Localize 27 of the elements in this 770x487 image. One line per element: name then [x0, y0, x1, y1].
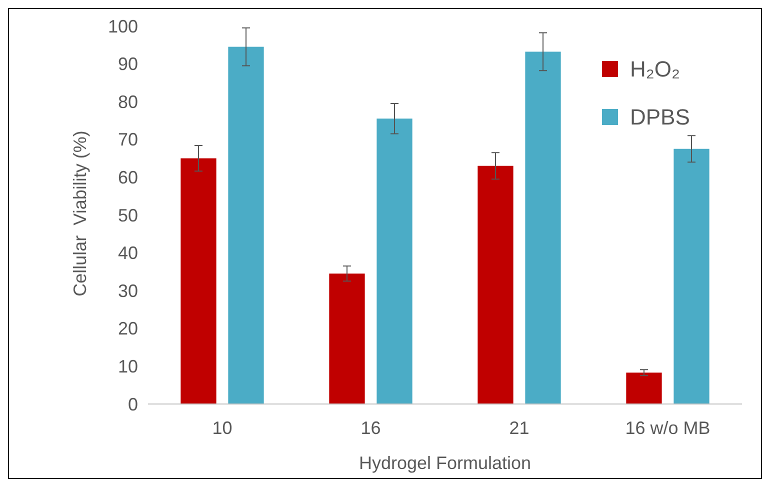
bar: [525, 52, 561, 404]
bar: [180, 158, 216, 404]
x-axis-title: Hydrogel Formulation: [358, 453, 532, 473]
bar: [329, 274, 365, 404]
x-tick-label: 16: [360, 418, 381, 438]
y-tick-label: 40: [118, 243, 138, 264]
bar: [376, 118, 412, 404]
y-tick-label: 60: [118, 168, 138, 188]
y-tick-label: 0: [128, 394, 138, 414]
y-tick-label: 70: [118, 130, 138, 150]
y-tick-label: 100: [108, 16, 138, 36]
bar: [674, 148, 710, 404]
legend-label: DPBS: [630, 104, 690, 130]
y-tick-label: 30: [118, 280, 138, 301]
legend-label: H₂O₂: [630, 56, 680, 82]
bar: [626, 372, 662, 404]
y-tick-label: 20: [118, 318, 138, 339]
x-tick-label: 16 w/o MB: [625, 418, 710, 438]
y-tick-label: 10: [118, 356, 138, 376]
y-tick-label: 80: [118, 92, 138, 112]
y-tick-label: 90: [118, 54, 138, 74]
bar: [228, 46, 264, 404]
y-tick-label: 50: [118, 205, 138, 226]
y-axis-title: Cellular Viability (%): [70, 130, 90, 296]
x-tick-label: 10: [212, 418, 232, 438]
bar: [478, 166, 514, 404]
x-tick-label: 21: [509, 418, 530, 438]
